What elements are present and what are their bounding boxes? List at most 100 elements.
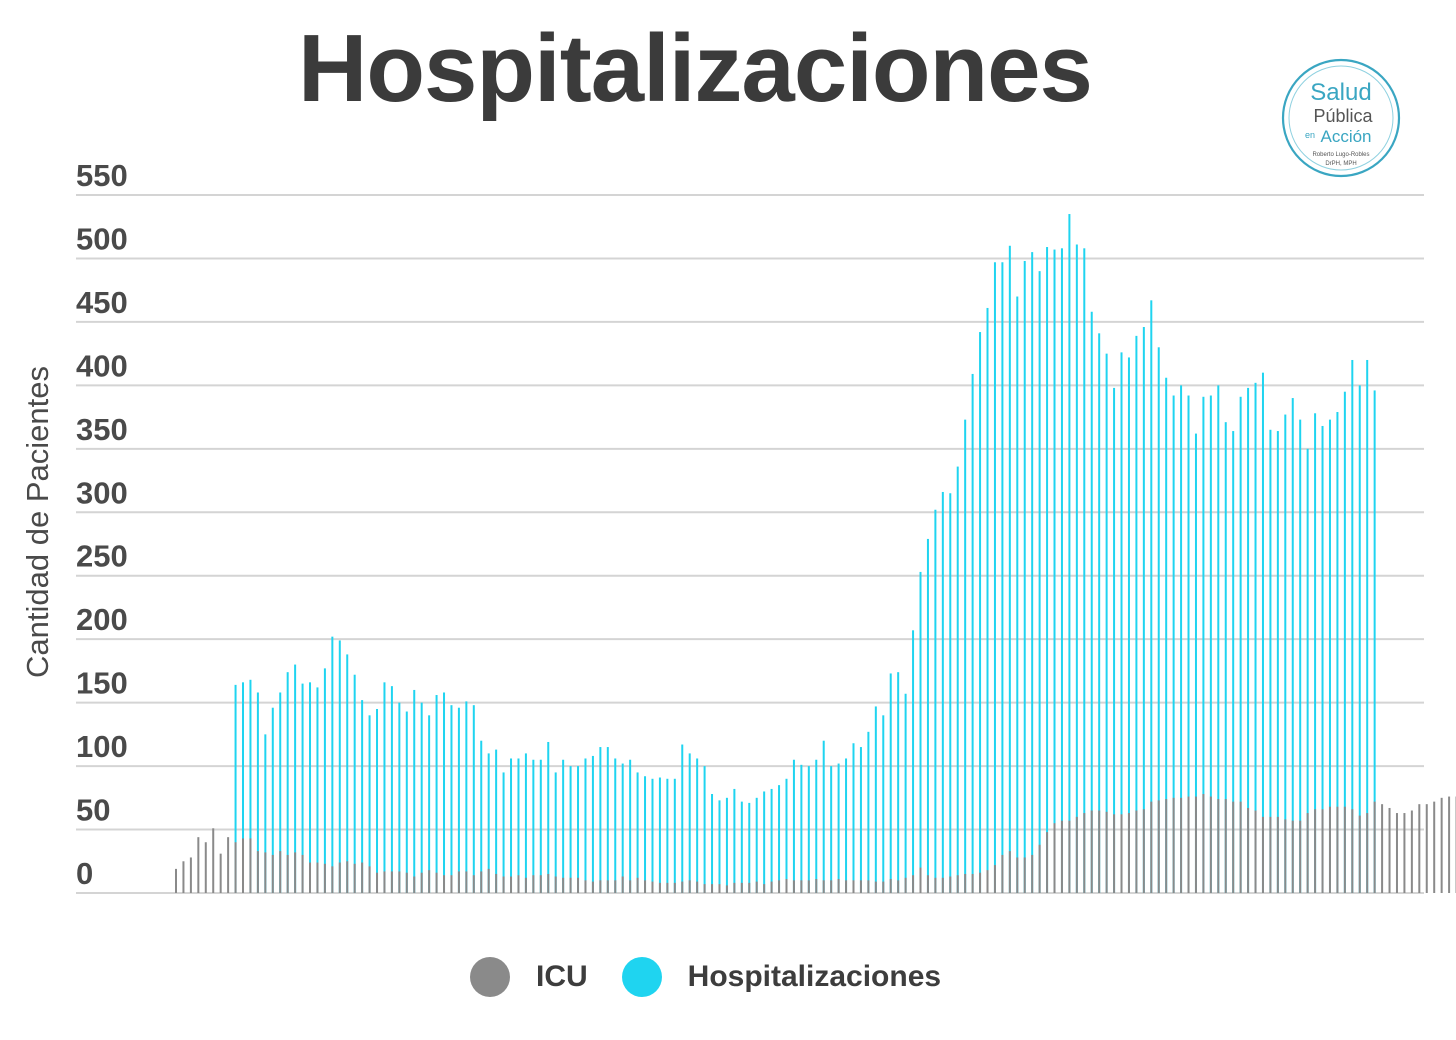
y-tick-label-200: 200 [76, 602, 128, 637]
bar-icu-156 [1336, 806, 1339, 893]
bar-icu-148 [1276, 816, 1279, 893]
bar-icu-25 [361, 862, 364, 893]
bar-icu-74 [725, 885, 728, 893]
bar-icu-138 [1202, 794, 1205, 893]
bar-hospitalizaciones-135 [1180, 385, 1183, 893]
legend-swatch-hospitalizaciones [621, 957, 662, 997]
bar-icu-86 [815, 879, 818, 893]
bar-icu-124 [1098, 810, 1101, 893]
bar-icu-99 [912, 875, 915, 893]
bar-hospitalizaciones-49 [539, 759, 542, 893]
bar-icu-106 [964, 873, 967, 893]
bar-icu-111 [1001, 854, 1004, 893]
bar-icu-27 [376, 872, 379, 893]
bar-hospitalizaciones-12 [264, 734, 267, 893]
bar-hospitalizaciones-46 [517, 758, 520, 893]
bar-hospitalizaciones-124 [1098, 333, 1101, 893]
bar-icu-90 [845, 880, 848, 893]
bar-icu-17 [301, 854, 304, 893]
y-tick-label-50: 50 [76, 793, 110, 828]
bar-hospitalizaciones-39 [465, 701, 468, 893]
bar-icu-23 [346, 861, 349, 893]
bar-icu-43 [495, 873, 498, 893]
bar-icu-10 [249, 838, 252, 893]
bar-icu-100 [919, 867, 922, 893]
bar-icu-93 [867, 880, 870, 893]
bar-hospitalizaciones-85 [807, 766, 810, 893]
bar-icu-160 [1366, 813, 1369, 893]
bar-icu-83 [792, 880, 795, 893]
logo-line-2: Pública [1313, 106, 1373, 126]
legend-label-icu: ICU [536, 960, 588, 993]
bar-icu-151 [1299, 820, 1302, 893]
bar-hospitalizaciones-160 [1366, 359, 1369, 893]
y-tick-label-350: 350 [76, 412, 128, 447]
bar-hospitalizaciones-40 [472, 705, 475, 893]
bar-icu-104 [949, 876, 952, 893]
bar-icu-92 [859, 880, 862, 893]
bar-hospitalizaciones-11 [256, 692, 259, 893]
bar-icu-54 [577, 877, 580, 893]
bar-hospitalizaciones-32 [413, 689, 416, 893]
bar-hospitalizaciones-99 [912, 630, 915, 893]
bar-hospitalizaciones-104 [949, 493, 952, 893]
bar-icu-94 [874, 881, 877, 893]
bar-hospitalizaciones-16 [294, 664, 297, 893]
bar-icu-61 [629, 880, 632, 893]
bar-hospitalizaciones-24 [353, 674, 356, 893]
bar-icu-147 [1269, 816, 1272, 893]
bar-icu-127 [1120, 814, 1123, 893]
bar-icu-71 [703, 884, 706, 893]
bar-icu-132 [1157, 800, 1160, 893]
bar-icu-119 [1060, 820, 1063, 893]
bar-hospitalizaciones-8 [234, 684, 237, 893]
bar-icu-58 [606, 880, 609, 893]
bar-icu-137 [1194, 796, 1197, 893]
y-tick-label-450: 450 [76, 285, 128, 320]
y-tick-labels: 0 50 100 150 200 250 300 350 400 450 500 550 [76, 158, 128, 891]
bar-hospitalizaciones-110 [993, 262, 996, 893]
bar-hospitalizaciones-55 [584, 758, 587, 893]
bar-icu-171 [1448, 796, 1451, 893]
bar-icu-133 [1165, 799, 1168, 893]
bar-hospitalizaciones-90 [845, 758, 848, 893]
bar-hospitalizaciones-81 [778, 785, 781, 893]
bar-icu-62 [636, 877, 639, 893]
bar-icu-38 [457, 871, 460, 893]
bar-icu-57 [599, 880, 602, 893]
bar-icu-103 [941, 877, 944, 893]
bar-hospitalizaciones-100 [919, 571, 922, 893]
y-tick-label-500: 500 [76, 221, 128, 256]
series-icu [175, 794, 1456, 893]
bar-icu-154 [1321, 809, 1324, 893]
bar-icu-2 [189, 857, 192, 893]
bar-icu-101 [926, 875, 929, 893]
bar-icu-130 [1142, 809, 1145, 893]
bar-hospitalizaciones-45 [510, 758, 513, 893]
bar-hospitalizaciones-82 [785, 778, 788, 893]
bar-icu-68 [681, 881, 684, 893]
legend-swatch-icu [470, 957, 510, 997]
bar-hospitalizaciones-101 [926, 538, 929, 893]
bar-hospitalizaciones-102 [934, 509, 937, 893]
bar-hospitalizaciones-23 [346, 654, 349, 893]
bar-icu-40 [472, 875, 475, 893]
bar-icu-117 [1046, 832, 1049, 893]
bar-hospitalizaciones-120 [1068, 214, 1071, 893]
bar-hospitalizaciones-121 [1075, 244, 1078, 893]
bar-hospitalizaciones-51 [554, 772, 557, 893]
bar-icu-28 [383, 871, 386, 893]
legend-item-icu: ICU [470, 957, 588, 997]
bar-icu-131 [1150, 801, 1153, 893]
bar-hospitalizaciones-149 [1284, 414, 1287, 893]
bar-hospitalizaciones-10 [249, 679, 252, 893]
bar-icu-75 [733, 882, 736, 893]
y-tick-label-0: 0 [76, 856, 93, 891]
bar-hospitalizaciones-83 [792, 759, 795, 893]
bar-icu-152 [1306, 813, 1309, 893]
bar-hospitalizaciones-146 [1261, 372, 1264, 893]
bar-icu-169 [1433, 801, 1436, 893]
bar-hospitalizaciones-28 [383, 682, 386, 893]
y-tick-label-100: 100 [76, 729, 128, 764]
bar-icu-158 [1351, 809, 1354, 893]
